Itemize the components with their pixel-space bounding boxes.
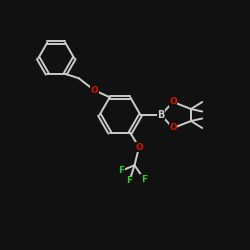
Text: O: O xyxy=(90,86,98,95)
Text: O: O xyxy=(169,124,177,132)
Text: B: B xyxy=(157,110,165,120)
Text: F: F xyxy=(141,174,147,184)
Text: F: F xyxy=(118,166,124,175)
Text: O: O xyxy=(169,98,177,106)
Text: O: O xyxy=(135,143,143,152)
Text: F: F xyxy=(126,176,132,185)
